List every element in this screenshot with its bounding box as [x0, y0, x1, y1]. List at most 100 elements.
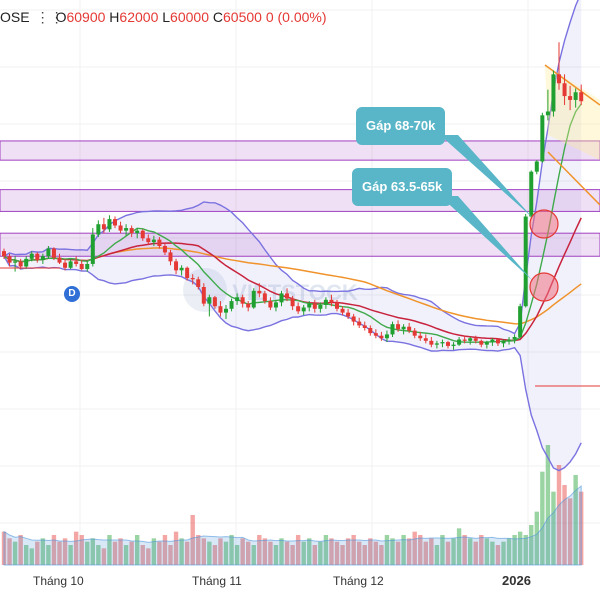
volume-bar — [412, 531, 417, 565]
volume-bar — [479, 535, 484, 565]
candle-body — [207, 297, 212, 304]
candle-body — [174, 261, 179, 271]
volume-bar — [151, 538, 157, 565]
volume-bar — [51, 535, 57, 565]
candle-body — [379, 335, 384, 339]
volume-bar — [212, 545, 218, 565]
candle-body — [29, 253, 34, 259]
candle-body — [57, 257, 62, 263]
candle-body — [468, 338, 473, 341]
volume-bar — [434, 545, 440, 565]
candle-body — [312, 303, 317, 309]
candle-body — [512, 336, 517, 340]
volume-bar — [234, 545, 240, 565]
gap-marker-upper — [529, 209, 559, 239]
gap-callout-upper[interactable]: Gáp 68-70k — [356, 107, 446, 145]
volume-bar — [262, 538, 268, 565]
candle-body — [118, 225, 123, 231]
low-label: L — [162, 9, 171, 25]
low-value: 60000 — [170, 9, 209, 25]
open-label: O — [55, 9, 67, 25]
candle-body — [273, 302, 278, 308]
volume-bar — [118, 538, 123, 565]
candle-body — [335, 302, 339, 309]
volume-bar — [534, 511, 539, 565]
candle-body — [162, 246, 167, 253]
candle-body — [196, 279, 201, 287]
volume-bar — [246, 541, 251, 565]
candle-body — [357, 321, 362, 326]
high-value: 62000 — [119, 9, 159, 25]
volume-bar — [157, 541, 162, 565]
candle-body — [168, 252, 173, 262]
candle-body — [540, 115, 545, 162]
volume-bar — [429, 538, 434, 565]
candle-body — [396, 324, 401, 330]
candle-body — [190, 278, 195, 280]
candle-body — [390, 324, 395, 335]
candle-body — [418, 335, 423, 339]
volume-bar — [284, 541, 290, 565]
volume-bar — [129, 541, 134, 565]
flag-lower-line — [547, 151, 600, 206]
volume-bar — [29, 548, 34, 565]
gap-callout-lower[interactable]: Gáp 63.5-65k — [352, 168, 453, 206]
close-label: C — [212, 9, 223, 25]
volume-bar — [334, 541, 340, 565]
volume-bar — [57, 541, 62, 565]
volume-bar — [168, 545, 173, 565]
candle-body — [251, 290, 256, 308]
candle-body — [534, 161, 539, 172]
volume-bar — [190, 515, 195, 565]
change-value: 0 (0.00%) — [265, 9, 327, 25]
high-label: H — [109, 9, 120, 25]
candle-body — [246, 303, 251, 308]
callout-pointer-lower — [440, 196, 532, 280]
volume-bar — [440, 535, 445, 565]
volume-bar — [351, 535, 356, 565]
candle-body — [212, 297, 217, 307]
bollinger-lower — [3, 255, 582, 472]
volume-bar — [517, 531, 523, 565]
candle-body — [46, 248, 51, 257]
gap-marker-lower — [529, 272, 559, 302]
candle-body — [573, 92, 578, 100]
candle-body — [201, 287, 206, 304]
volume-bar — [484, 538, 490, 565]
candle-body — [218, 306, 223, 313]
volume-bar — [184, 541, 190, 565]
volume-bar — [62, 538, 68, 565]
volume-bar — [418, 535, 423, 565]
dividend-badge[interactable]: D — [64, 286, 80, 302]
candle-body — [157, 239, 162, 246]
volume-bar — [218, 538, 223, 565]
volume-bar — [140, 545, 145, 565]
candle-body — [135, 230, 140, 234]
volume-bar — [345, 538, 351, 565]
candle-body — [484, 342, 489, 345]
volume-bar — [179, 538, 184, 565]
volume-bar — [573, 475, 578, 565]
candle-body — [440, 342, 445, 344]
volume-bar — [35, 541, 40, 565]
flag-upper-line — [544, 64, 600, 106]
volume-bar — [273, 545, 279, 565]
more-options-icon[interactable]: ⋮⋮ — [35, 9, 64, 25]
candle-body — [518, 306, 523, 337]
callout-pointer-upper — [440, 135, 533, 218]
candle-body — [151, 239, 156, 243]
candle-body — [240, 297, 245, 304]
candle-body — [529, 171, 534, 217]
candle-body — [113, 219, 117, 226]
x-tick-label-2026: 2026 — [502, 573, 531, 588]
candle-body — [179, 267, 184, 271]
volume-bar — [96, 545, 101, 565]
volume-bar — [357, 541, 362, 565]
candle-body — [340, 308, 345, 313]
candle-body — [562, 83, 567, 97]
volume-bar — [362, 545, 367, 565]
volume-bar — [73, 531, 79, 565]
volume-bar — [162, 535, 168, 565]
volume-bar — [207, 541, 212, 565]
